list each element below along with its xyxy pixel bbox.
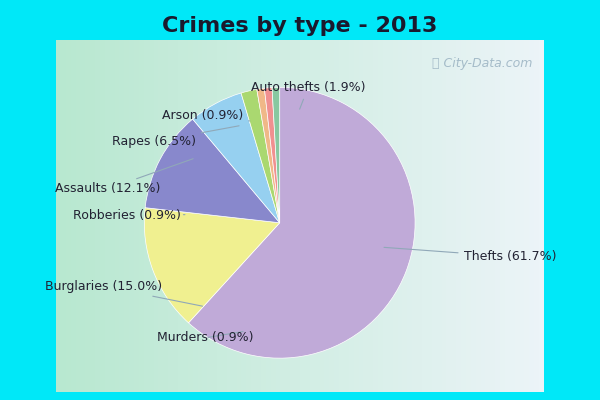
Wedge shape bbox=[145, 208, 280, 323]
Wedge shape bbox=[145, 119, 280, 223]
Text: Auto thefts (1.9%): Auto thefts (1.9%) bbox=[251, 81, 365, 109]
Wedge shape bbox=[193, 93, 280, 223]
Text: Assaults (12.1%): Assaults (12.1%) bbox=[55, 159, 193, 196]
Text: Thefts (61.7%): Thefts (61.7%) bbox=[384, 247, 556, 263]
Wedge shape bbox=[257, 88, 280, 223]
Wedge shape bbox=[241, 89, 280, 223]
Text: Crimes by type - 2013: Crimes by type - 2013 bbox=[163, 16, 437, 36]
Text: Burglaries (15.0%): Burglaries (15.0%) bbox=[45, 280, 203, 306]
Text: Murders (0.9%): Murders (0.9%) bbox=[157, 331, 253, 344]
Wedge shape bbox=[265, 88, 280, 223]
Text: Robberies (0.9%): Robberies (0.9%) bbox=[73, 210, 185, 222]
Wedge shape bbox=[272, 87, 280, 223]
Wedge shape bbox=[188, 87, 415, 358]
Text: Arson (0.9%): Arson (0.9%) bbox=[162, 109, 250, 122]
Text: ⓘ City-Data.com: ⓘ City-Data.com bbox=[432, 58, 532, 70]
Text: Rapes (6.5%): Rapes (6.5%) bbox=[112, 126, 239, 148]
